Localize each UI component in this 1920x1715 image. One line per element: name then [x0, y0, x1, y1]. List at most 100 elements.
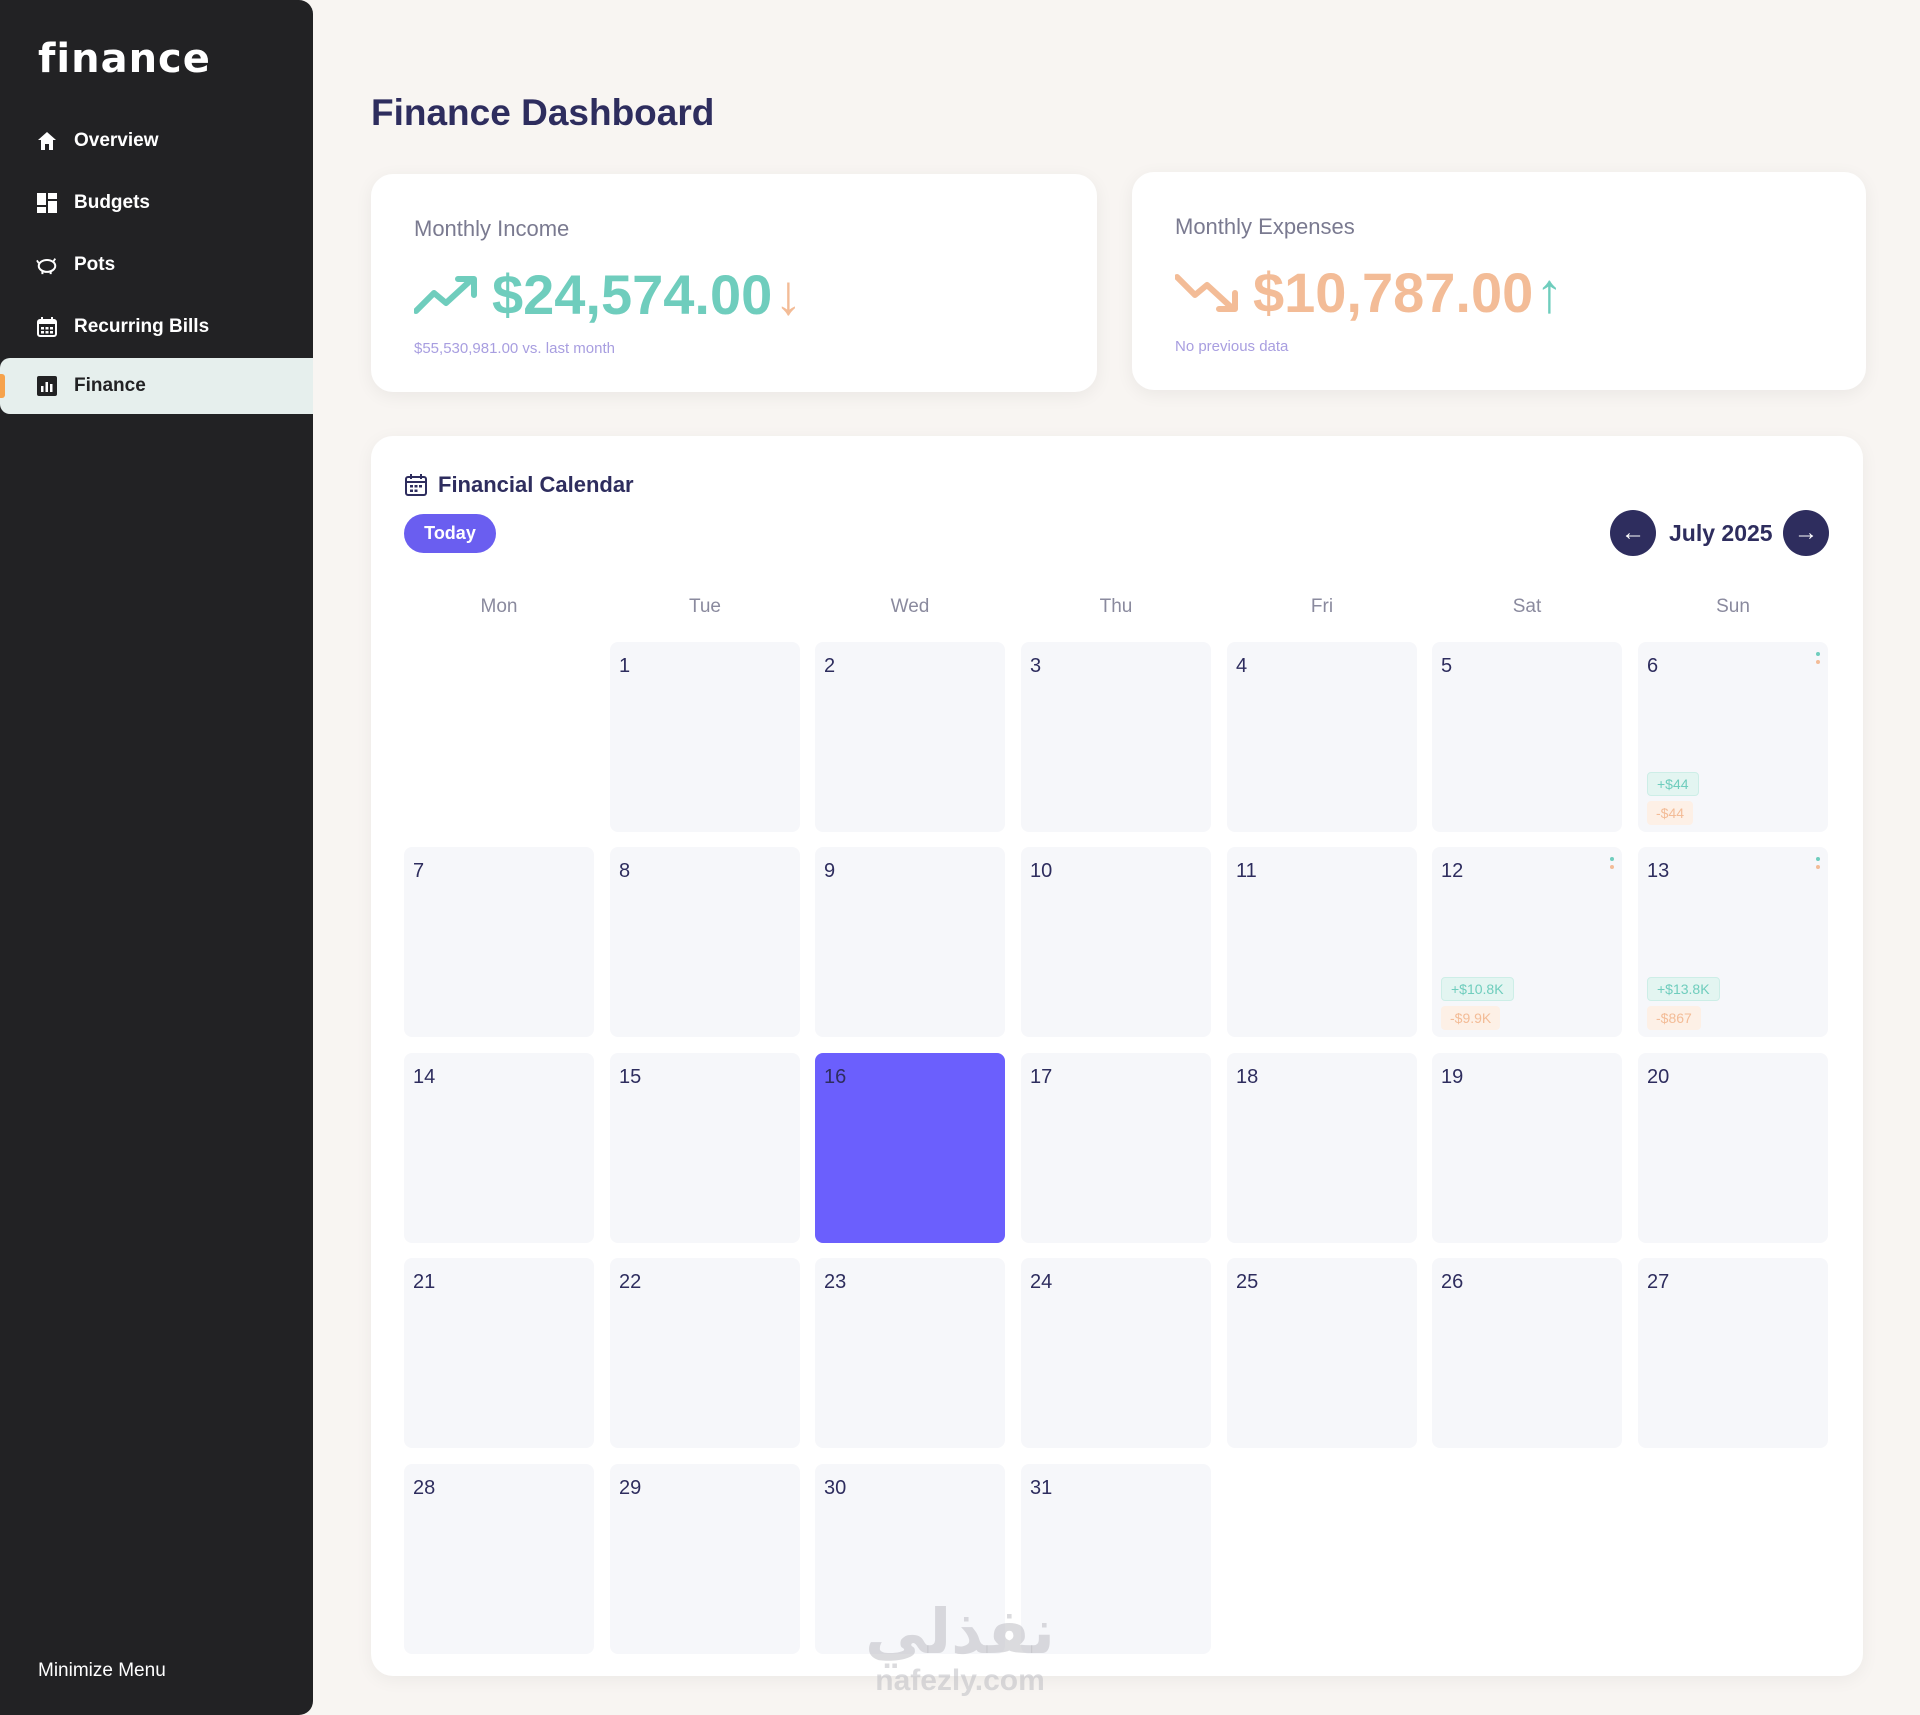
prev-month-button[interactable]: ← — [1610, 510, 1656, 556]
trending-down-icon — [1175, 273, 1239, 313]
calendar-icon — [36, 316, 58, 338]
income-tag: +$44 — [1647, 772, 1699, 796]
day-cell[interactable]: 26 — [1432, 1258, 1622, 1448]
calendar-icon — [404, 473, 428, 497]
day-cell[interactable]: 29 — [610, 1464, 800, 1654]
day-cell[interactable]: 31 — [1021, 1464, 1211, 1654]
day-number: 23 — [824, 1271, 847, 1293]
day-number: 30 — [824, 1477, 847, 1499]
sidebar-item-label: Finance — [74, 375, 146, 396]
day-cell[interactable]: 30 — [815, 1464, 1005, 1654]
day-cell[interactable]: 28 — [404, 1464, 594, 1654]
day-number: 2 — [824, 655, 836, 677]
watermark: نفذلي nafezly.com — [850, 1600, 1070, 1696]
financial-calendar: Financial Calendar Today ← July 2025 → M… — [371, 436, 1863, 1676]
income-comparison-note: $55,530,981.00 vs. last month — [414, 340, 615, 357]
day-cell[interactable]: 1 — [610, 642, 800, 832]
income-amount-row: $24,574.00 ↓ — [414, 262, 802, 327]
day-cell[interactable]: 18 — [1227, 1053, 1417, 1243]
sidebar-item-budgets[interactable]: Budgets — [0, 175, 313, 231]
day-number: 13 — [1647, 860, 1670, 882]
monthly-income-card: Monthly Income $24,574.00 ↓ $55,530,981.… — [371, 174, 1097, 392]
day-cell[interactable]: 22 — [610, 1258, 800, 1448]
expenses-comparison-note: No previous data — [1175, 338, 1289, 355]
weekday-label: Sat — [1512, 596, 1542, 617]
empty-day-cell — [1227, 1464, 1417, 1654]
bar-chart-icon — [36, 375, 58, 397]
day-number: 18 — [1236, 1066, 1259, 1088]
day-cell[interactable]: 8 — [610, 847, 800, 1037]
day-cell[interactable]: 23 — [815, 1258, 1005, 1448]
trending-up-icon — [414, 275, 478, 315]
day-number: 14 — [413, 1066, 436, 1088]
watermark-latin: nafezly.com — [875, 1664, 1045, 1697]
day-number: 29 — [619, 1477, 642, 1499]
day-cell[interactable]: 11 — [1227, 847, 1417, 1037]
day-cell[interactable]: 24 — [1021, 1258, 1211, 1448]
expense-tag: -$9.9K — [1441, 1006, 1501, 1030]
day-cell[interactable]: 9 — [815, 847, 1005, 1037]
calendar-heading: Financial Calendar — [404, 472, 634, 498]
income-trend-arrow: ↓ — [774, 263, 803, 326]
day-cell[interactable]: 10 — [1021, 847, 1211, 1037]
income-tag: +$10.8K — [1441, 977, 1514, 1001]
day-number: 31 — [1030, 1477, 1053, 1499]
day-cell[interactable]: 15 — [610, 1053, 800, 1243]
weekday-label: Thu — [1099, 596, 1133, 617]
weekday-label: Sun — [1716, 596, 1750, 617]
month-label: July 2025 — [1669, 520, 1773, 546]
day-number: 12 — [1441, 860, 1464, 882]
sidebar-item-recurring-bills[interactable]: Recurring Bills — [0, 299, 313, 355]
day-number: 21 — [413, 1271, 436, 1293]
day-number: 7 — [413, 860, 425, 882]
day-number: 25 — [1236, 1271, 1259, 1293]
day-cell[interactable]: 13 +$13.8K -$867 — [1638, 847, 1828, 1037]
day-cell[interactable]: 12 +$10.8K -$9.9K — [1432, 847, 1622, 1037]
day-cell[interactable]: 2 — [815, 642, 1005, 832]
day-number: 10 — [1030, 860, 1053, 882]
expenses-label: Monthly Expenses — [1175, 214, 1355, 239]
day-cell[interactable]: 4 — [1227, 642, 1417, 832]
day-cell[interactable]: 20 — [1638, 1053, 1828, 1243]
empty-day-cell — [1432, 1464, 1622, 1654]
day-cell[interactable]: 5 — [1432, 642, 1622, 832]
day-number: 1 — [619, 655, 631, 677]
day-cell-selected[interactable]: 16 — [815, 1053, 1005, 1243]
expenses-amount: $10,787.00 — [1253, 261, 1534, 324]
empty-day-cell — [1638, 1464, 1828, 1654]
transaction-indicator — [1816, 652, 1820, 668]
monthly-expenses-card: Monthly Expenses $10,787.00 ↑ No previou… — [1132, 172, 1866, 390]
empty-day-cell — [404, 642, 594, 832]
day-number: 20 — [1647, 1066, 1670, 1088]
day-cell[interactable]: 27 — [1638, 1258, 1828, 1448]
day-cell[interactable]: 6 +$44 -$44 — [1638, 642, 1828, 832]
day-cell[interactable]: 7 — [404, 847, 594, 1037]
piggy-bank-icon — [36, 254, 58, 276]
next-month-button[interactable]: → — [1783, 510, 1829, 556]
day-number: 24 — [1030, 1271, 1053, 1293]
day-number: 8 — [619, 860, 631, 882]
day-number: 28 — [413, 1477, 436, 1499]
sidebar-item-overview[interactable]: Overview — [0, 113, 313, 169]
page-title: Finance Dashboard — [371, 92, 715, 133]
day-cell[interactable]: 14 — [404, 1053, 594, 1243]
income-tag: +$13.8K — [1647, 977, 1720, 1001]
income-amount: $24,574.00 — [492, 263, 773, 326]
day-cell[interactable]: 19 — [1432, 1053, 1622, 1243]
day-number: 22 — [619, 1271, 642, 1293]
day-cell[interactable]: 3 — [1021, 642, 1211, 832]
today-button[interactable]: Today — [404, 514, 496, 553]
day-number: 4 — [1236, 655, 1248, 677]
day-cell[interactable]: 17 — [1021, 1053, 1211, 1243]
sidebar-item-finance[interactable]: Finance — [0, 358, 313, 414]
day-number: 26 — [1441, 1271, 1464, 1293]
expense-tag: -$44 — [1647, 801, 1694, 825]
day-number: 3 — [1030, 655, 1042, 677]
day-cell[interactable]: 21 — [404, 1258, 594, 1448]
transaction-indicator — [1816, 857, 1820, 873]
day-number: 5 — [1441, 655, 1453, 677]
minimize-menu-button[interactable]: Minimize Menu — [38, 1660, 166, 1681]
day-cell[interactable]: 25 — [1227, 1258, 1417, 1448]
sidebar-item-pots[interactable]: Pots — [0, 237, 313, 293]
home-icon — [36, 130, 58, 152]
